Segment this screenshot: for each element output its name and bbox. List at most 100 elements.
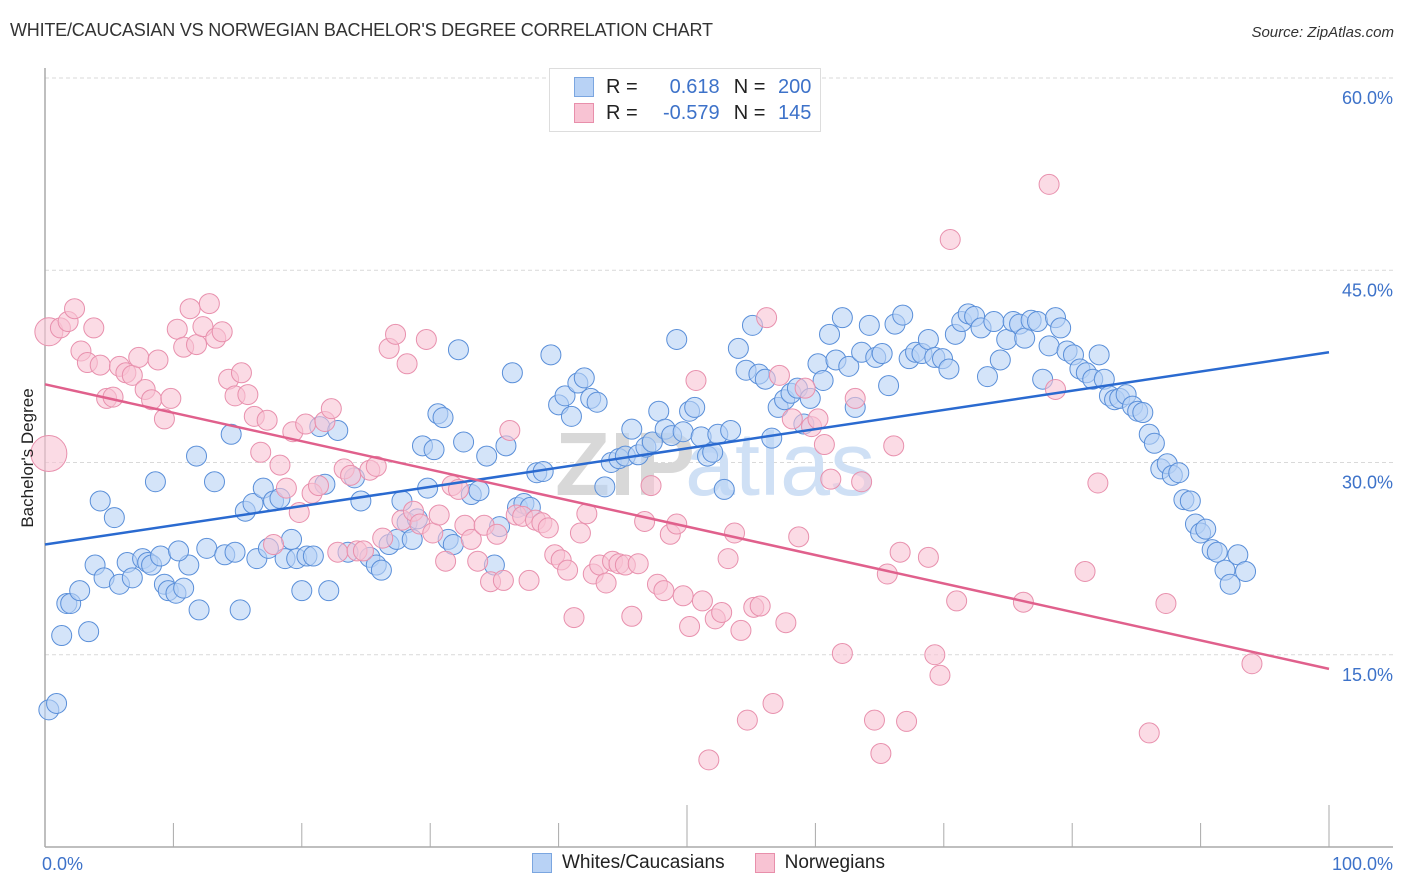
x-tick-label-100: 100.0% — [1332, 854, 1393, 874]
norwegians-point — [685, 369, 707, 391]
norwegians-point — [128, 346, 150, 368]
norwegians-point — [422, 522, 444, 544]
series-legend: Whites/Caucasians Norwegians — [532, 852, 915, 874]
norwegians-point — [724, 522, 746, 544]
whites-point — [1050, 317, 1072, 339]
whites-point — [203, 471, 225, 493]
legend-row-norwegians: R = -0.579 N = 145 — [574, 101, 811, 125]
source-label: Source: ZipAtlas.com — [1251, 24, 1394, 41]
whites-point — [432, 407, 454, 429]
norwegians-point — [160, 387, 182, 409]
norwegians-point — [518, 569, 540, 591]
y-tick-labels: 15.0% 30.0% 45.0% 60.0% — [1342, 88, 1393, 685]
norwegians-point — [946, 590, 968, 612]
norwegians-point — [186, 334, 208, 356]
norwegians-point — [736, 709, 758, 731]
norwegians-point — [492, 569, 514, 591]
whites-point — [121, 567, 143, 589]
norwegians-point — [563, 607, 585, 629]
whites-point — [178, 554, 200, 576]
norwegians-point — [352, 540, 374, 562]
whites-point — [1132, 402, 1154, 424]
whites-point — [188, 599, 210, 621]
norwegians-point — [372, 527, 394, 549]
norwegians-point — [467, 550, 489, 572]
norwegians-point — [166, 318, 188, 340]
norwegians-point — [691, 590, 713, 612]
norwegians-point — [263, 534, 285, 556]
norwegians-point — [621, 605, 643, 627]
legend-item-whites[interactable]: Whites/Caucasians — [532, 852, 725, 874]
blue-swatch-icon — [532, 853, 552, 873]
whites-point — [892, 304, 914, 326]
norwegians-point — [929, 664, 951, 686]
legend-item-norwegians[interactable]: Norwegians — [754, 852, 885, 874]
whites-point — [144, 471, 166, 493]
norwegians-point — [327, 541, 349, 563]
whites-point — [168, 540, 190, 562]
norwegians-point — [711, 601, 733, 623]
whites-point — [78, 621, 100, 643]
norwegians-point — [320, 398, 342, 420]
whites-point — [224, 541, 246, 563]
whites-point — [858, 314, 880, 336]
whites-point — [423, 439, 445, 461]
norwegians-point — [30, 435, 68, 473]
norwegians-point — [340, 464, 362, 486]
y-tick-label: 60.0% — [1342, 88, 1393, 108]
series-norwegians-points — [30, 173, 1263, 771]
norwegians-point — [269, 454, 291, 476]
norwegians-point — [640, 475, 662, 497]
norwegians-point — [153, 408, 175, 430]
norwegians-point — [250, 441, 272, 463]
norwegians-point — [211, 321, 233, 343]
norwegians-point — [924, 644, 946, 666]
trend-lines — [44, 351, 1330, 671]
whites-point — [302, 545, 324, 567]
whites-point — [1219, 573, 1241, 595]
whites-point — [540, 344, 562, 366]
norwegians-point — [83, 317, 105, 339]
legend-label: Whites/Caucasians — [562, 852, 725, 873]
whites-point — [318, 580, 340, 602]
whites-point — [554, 385, 576, 407]
whites-point — [1088, 344, 1110, 366]
norwegians-point — [537, 517, 559, 539]
blue-swatch-icon — [574, 77, 594, 97]
whites-point — [1014, 327, 1036, 349]
norwegians-point — [844, 387, 866, 409]
norwegians-point — [1241, 653, 1263, 675]
whites-point — [812, 369, 834, 391]
whites-point — [1179, 490, 1201, 512]
norwegians-point — [295, 413, 317, 435]
norwegians-point — [237, 384, 259, 406]
r-value: 0.618 — [669, 75, 720, 98]
norwegians-point — [679, 616, 701, 638]
whites-point — [103, 507, 125, 529]
whites-point — [672, 421, 694, 443]
r-label: R = — [606, 75, 638, 98]
whites-point — [468, 480, 490, 502]
r-label: R = — [606, 101, 638, 124]
norwegians-point — [147, 349, 169, 371]
norwegians-point — [198, 293, 220, 315]
whites-point — [229, 599, 251, 621]
norwegians-point — [307, 475, 329, 497]
norwegians-point — [813, 434, 835, 456]
norwegians-point — [595, 572, 617, 594]
whites-point — [976, 366, 998, 388]
whites-point — [501, 362, 523, 384]
whites-point — [684, 396, 706, 418]
whites-point — [350, 490, 372, 512]
whites-point — [560, 405, 582, 427]
norwegians-point — [460, 528, 482, 550]
norwegians-point — [256, 409, 278, 431]
whites-point — [761, 427, 783, 449]
whites-point — [727, 337, 749, 359]
norwegians-point — [768, 364, 790, 386]
legend-label: Norwegians — [784, 852, 885, 873]
n-label: N = — [733, 75, 766, 98]
norwegians-point — [717, 548, 739, 570]
norwegians-point — [1155, 592, 1177, 614]
norwegians-point — [428, 504, 450, 526]
